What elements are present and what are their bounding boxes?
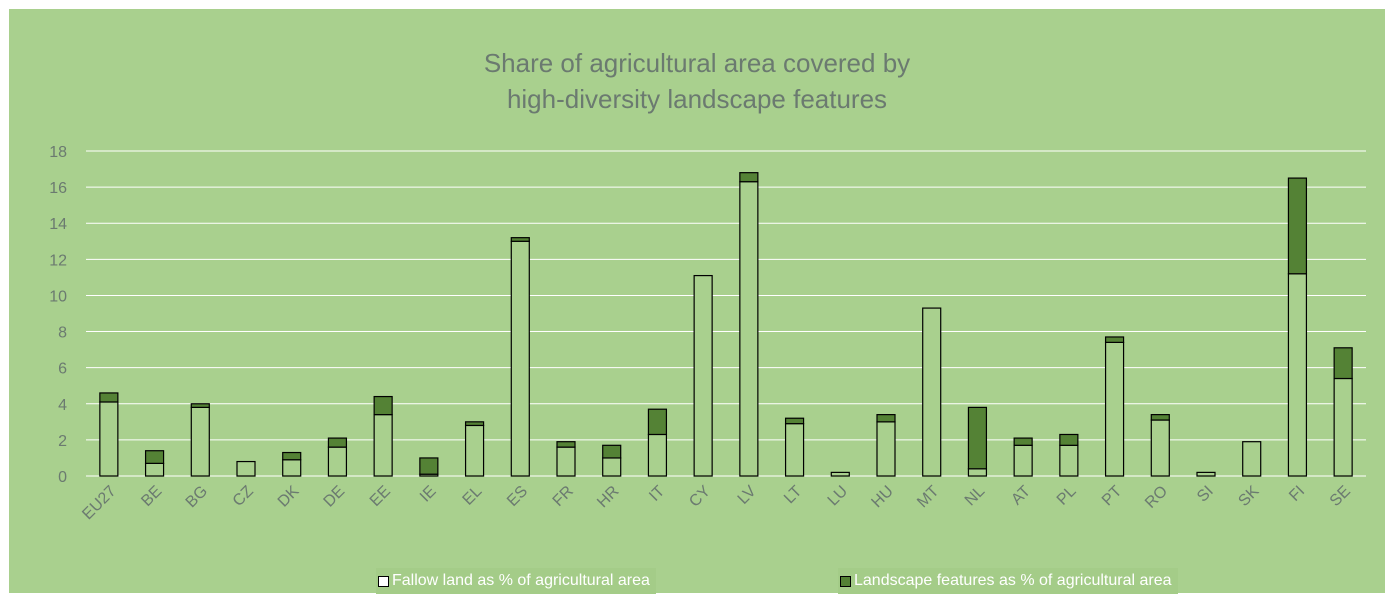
y-tick-label: 8 [58,325,67,342]
y-tick-label: 16 [49,180,67,197]
y-tick-label: 0 [58,469,67,486]
x-tick-label-cy: CY [686,483,714,511]
y-tick-label: 18 [49,144,67,161]
x-tick-label-ro: RO [1142,483,1171,512]
bar-landscape-se [1333,347,1353,380]
y-tick-label: 4 [58,397,67,414]
bar-fallow-dk [282,459,302,477]
bar-fallow-pl [1059,444,1079,477]
bar-fallow-cy [693,274,713,477]
bar-fallow-si [1196,471,1216,477]
x-tick-label-fr: FR [550,483,577,510]
bar-landscape-ee [373,395,393,416]
x-tick-label-hr: HR [594,483,622,511]
x-tick-label-at: AT [1008,483,1034,509]
bar-fallow-at [1013,444,1033,477]
x-tick-label-si: SI [1194,483,1217,506]
legend: Fallow land as % of agricultural area La… [9,568,1385,596]
legend-swatch-fallow [378,575,389,587]
bar-fallow-hu [876,421,896,477]
bar-fallow-pt [1104,341,1125,477]
x-tick-label-hu: HU [868,483,896,511]
x-tick-label-lv: LV [735,483,760,508]
x-tick-label-el: EL [460,483,486,509]
x-tick-label-lt: LT [781,483,806,508]
bar-fallow-ee [373,414,393,477]
legend-item-landscape[interactable]: Landscape features as % of agricultural … [838,568,1178,594]
x-tick-label-cz: CZ [230,483,257,510]
bar-landscape-es [510,237,530,242]
bar-landscape-bg [190,403,210,408]
chart-plot: 0 2 4 6 8 10 12 14 16 18 EU27 BE BG CZ DK DE EE IE EL ES FR H… [49,144,1366,523]
legend-label-landscape: Landscape features as % of agricultural … [854,572,1172,589]
bar-fallow-es [510,240,530,477]
bar-landscape-at [1013,437,1033,446]
bar-fallow-mt [922,307,942,477]
bar-landscape-hr [602,444,622,459]
bar-landscape-de [327,437,348,448]
x-tick-label-es: ES [504,483,531,510]
bar-fallow-fi [1287,273,1308,477]
bar-landscape-it [647,408,668,436]
x-tick-label-ee: EE [367,483,394,510]
chart-title-line-2: high-diversity landscape features [506,84,888,114]
bar-landscape-nl [967,406,988,470]
bar-fallow-bg [190,406,210,477]
bar-fallow-eu27 [99,401,119,477]
x-tick-label-be: BE [138,483,165,510]
legend-item-fallow[interactable]: Fallow land as % of agricultural area [376,568,656,594]
bar-fallow-cz [236,460,256,477]
bar-fallow-sk [1242,441,1262,477]
bar-fallow-fr [556,446,576,477]
bar-fallow-nl [967,468,988,477]
bar-landscape-ro [1150,414,1170,421]
bar-landscape-pl [1059,433,1079,446]
chart-title-line-1: Share of agricultural area covered by [483,48,911,78]
bar-landscape-lv [739,172,759,183]
bar-fallow-it [647,433,668,477]
bar-landscape-hu [876,414,896,423]
bar-landscape-pt [1104,336,1125,343]
bar-landscape-lt [784,417,805,425]
bar-landscape-eu27 [99,392,119,403]
y-tick-label: 10 [49,288,67,305]
bar-fallow-se [1333,377,1353,477]
bar-fallow-ro [1150,419,1170,477]
y-tick-label: 6 [58,361,67,378]
bar-fallow-de [327,446,348,477]
bar-fallow-hr [602,457,622,477]
x-tick-label-lu: LU [825,483,851,509]
chart-area: Share of agricultural area covered by hi… [9,9,1385,596]
bar-fallow-lt [784,423,805,477]
bar-fallow-el [464,424,485,477]
bar-landscape-dk [282,451,302,461]
x-tick-label-nl: NL [962,483,989,510]
x-tick-label-pl: PL [1054,483,1080,509]
y-tick-label: 2 [58,433,67,450]
y-tick-label: 14 [49,216,67,233]
legend-swatch-landscape [840,575,851,587]
bar-landscape-be [144,450,165,464]
bar-landscape-ie [419,457,439,475]
bar-landscape-fr [556,441,576,448]
x-tick-label-sk: SK [1235,483,1262,510]
bar-landscape-el [464,421,485,427]
x-tick-label-it: IT [646,483,668,505]
x-tick-label-eu27: EU27 [79,483,119,523]
x-tick-label-bg: BG [183,483,211,511]
x-tick-label-mt: MT [914,483,943,512]
x-tick-label-fi: FI [1286,483,1308,505]
x-tick-label-dk: DK [275,483,303,511]
chart-title: Share of agricultural area covered by hi… [9,45,1385,117]
bar-landscape-fi [1287,177,1308,275]
x-tick-label-se: SE [1327,483,1354,510]
y-tick-label: 12 [49,252,67,269]
x-tick-label-ie: IE [417,483,440,506]
legend-label-fallow: Fallow land as % of agricultural area [392,572,650,589]
x-tick-label-pt: PT [1099,483,1126,510]
x-tick-label-de: DE [321,483,349,511]
bar-fallow-lu [830,471,850,477]
bar-fallow-lv [739,181,759,477]
bar-fallow-be [144,462,165,477]
